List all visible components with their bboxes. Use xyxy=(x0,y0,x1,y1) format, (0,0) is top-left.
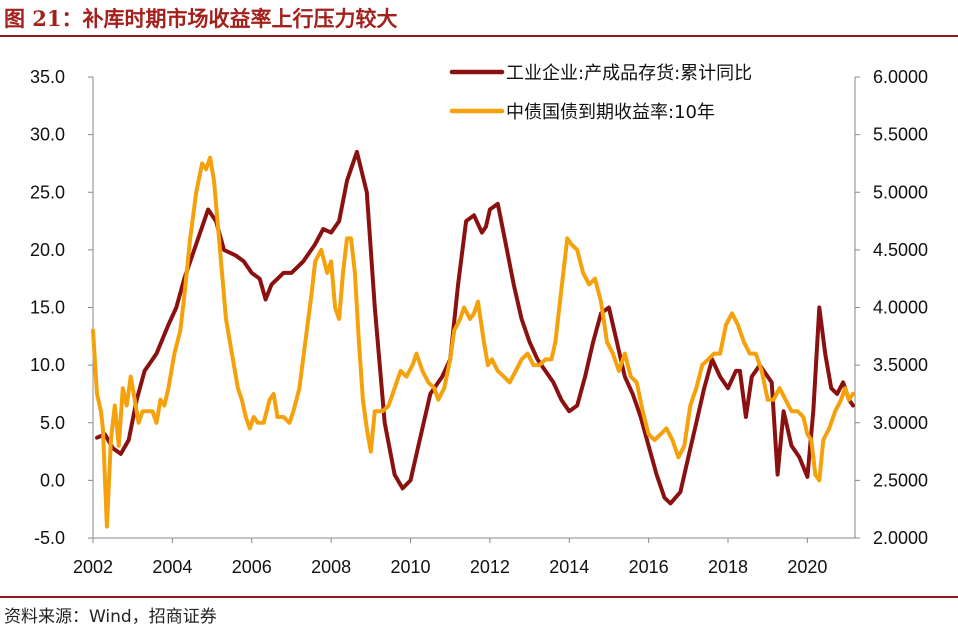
y-left-tick-label: 15.0 xyxy=(30,298,65,318)
y-right-tick-label: 5.0000 xyxy=(873,182,928,202)
y-right-tick-label: 2.5000 xyxy=(873,470,928,490)
y-right-tick-label: 6.0000 xyxy=(873,67,928,87)
y-right-tick-label: 3.5000 xyxy=(873,355,928,375)
figure-title: 图 21：补库时期市场收益率上行压力较大 xyxy=(4,6,398,31)
y-right-tick-label: 2.0000 xyxy=(873,528,928,548)
x-tick-label: 2018 xyxy=(708,557,748,577)
y-right-tick-label: 4.5000 xyxy=(873,240,928,260)
y-left-tick-label: 10.0 xyxy=(30,355,65,375)
x-tick-label: 2014 xyxy=(549,557,589,577)
x-tick-label: 2020 xyxy=(787,557,827,577)
y-left-tick-label: 5.0 xyxy=(40,413,65,433)
axes: -5.0 0.0 5.0 10.0 15.0 20.0 25.0 30.0 35.0 2.0000… xyxy=(30,67,928,577)
source-note: 资料来源：Wind，招商证券 xyxy=(4,607,217,627)
series-lines xyxy=(91,149,855,529)
x-tick-label: 2010 xyxy=(390,557,430,577)
y-left-tick-label: 0.0 xyxy=(40,470,65,490)
y-right-tick-label: 4.0000 xyxy=(873,298,928,318)
x-tick-label: 2012 xyxy=(470,557,510,577)
series-line-bond-yield xyxy=(91,155,855,529)
title-rule xyxy=(0,35,958,37)
bottom-rule xyxy=(0,596,958,598)
x-tick-label: 2004 xyxy=(152,557,192,577)
y-left-tick-label: 25.0 xyxy=(30,182,65,202)
y-right-tick-label: 5.5000 xyxy=(873,125,928,145)
y-left-tick-label: 35.0 xyxy=(30,67,65,87)
y-left-tick-label: 30.0 xyxy=(30,125,65,145)
x-tick-label: 2016 xyxy=(629,557,669,577)
y-left-tick-label: 20.0 xyxy=(30,240,65,260)
x-tick-label: 2008 xyxy=(311,557,351,577)
y-right-tick-label: 3.0000 xyxy=(873,413,928,433)
x-tick-label: 2006 xyxy=(232,557,272,577)
legend-label-inventory: 工业企业:产成品存货:累计同比 xyxy=(506,63,752,84)
legend-label-bond-yield: 中债国债到期收益率:10年 xyxy=(506,102,715,123)
y-left-tick-label: -5.0 xyxy=(34,528,65,548)
series-line-inventory xyxy=(95,149,855,506)
x-tick-label: 2002 xyxy=(73,557,113,577)
chart: -5.0 0.0 5.0 10.0 15.0 20.0 25.0 30.0 35.0 2.0000… xyxy=(30,63,928,577)
